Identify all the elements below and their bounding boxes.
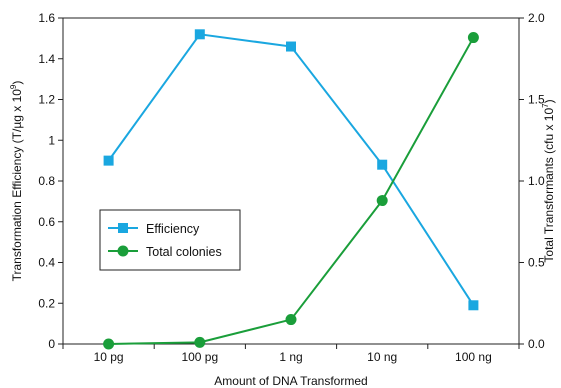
right-y-axis-title: Total Transformants (cfu x 107) <box>541 99 556 262</box>
data-point-total-colonies <box>103 338 115 350</box>
left-y-tick-label: 1.2 <box>38 93 55 107</box>
left-y-tick-label: 0.2 <box>38 296 55 310</box>
right-y-axis-ticks: 0.0 0.5 1.0 1.5 2.0 <box>519 11 545 351</box>
plot-area-border <box>62 17 520 345</box>
legend: Efficiency Total colonies <box>99 209 241 271</box>
data-point-efficiency <box>286 41 296 52</box>
left-y-tick-label: 0.4 <box>38 256 55 270</box>
data-point-total-colonies <box>285 314 297 326</box>
right-y-tick-label: 1.0 <box>528 174 545 188</box>
right-y-tick-label: 2.0 <box>528 11 545 25</box>
right-y-tick-label: 0.0 <box>528 337 545 351</box>
legend-entry-efficiency: Efficiency <box>108 222 200 236</box>
series-layer <box>103 29 479 350</box>
legend-entry-total-colonies: Total colonies <box>108 245 222 259</box>
legend-marker-total-colonies <box>117 245 129 257</box>
x-axis-ticks: 10 pg 100 pg 1 ng 10 ng 100 ng <box>62 344 520 364</box>
left-y-tick-label: 1 <box>48 133 55 147</box>
legend-label-total-colonies: Total colonies <box>146 245 222 259</box>
x-tick-label: 100 ng <box>455 350 492 364</box>
data-point-total-colonies <box>376 195 388 207</box>
legend-label-efficiency: Efficiency <box>146 222 200 236</box>
data-point-efficiency <box>377 159 388 170</box>
left-y-tick-label: 0.6 <box>38 215 55 229</box>
right-y-tick-label: 0.5 <box>528 256 545 270</box>
data-point-total-colonies <box>467 32 479 44</box>
left-y-tick-label: 1.6 <box>38 11 55 25</box>
x-tick-label: 10 pg <box>94 350 124 364</box>
x-tick-label: 10 ng <box>367 350 397 364</box>
left-y-axis-ticks: 0 0.2 0.4 0.6 0.8 1 1.2 1.4 1.6 <box>38 11 63 351</box>
plot-frame <box>62 17 520 345</box>
left-y-tick-label: 1.4 <box>38 52 55 66</box>
left-y-axis-title: Transformation Efficiency (T/µg x 109) <box>9 81 24 282</box>
left-y-tick-label: 0.8 <box>38 174 55 188</box>
data-point-total-colonies <box>194 336 206 348</box>
data-point-efficiency <box>468 300 479 311</box>
legend-box <box>99 209 241 271</box>
data-point-efficiency <box>103 155 114 166</box>
data-point-efficiency <box>194 29 205 40</box>
x-axis-title: Amount of DNA Transformed <box>214 374 367 388</box>
legend-marker-efficiency <box>118 223 128 233</box>
x-tick-label: 1 ng <box>279 350 302 364</box>
x-tick-label: 100 pg <box>181 350 218 364</box>
left-y-tick-label: 0 <box>48 337 55 351</box>
right-y-tick-label: 1.5 <box>528 93 545 107</box>
